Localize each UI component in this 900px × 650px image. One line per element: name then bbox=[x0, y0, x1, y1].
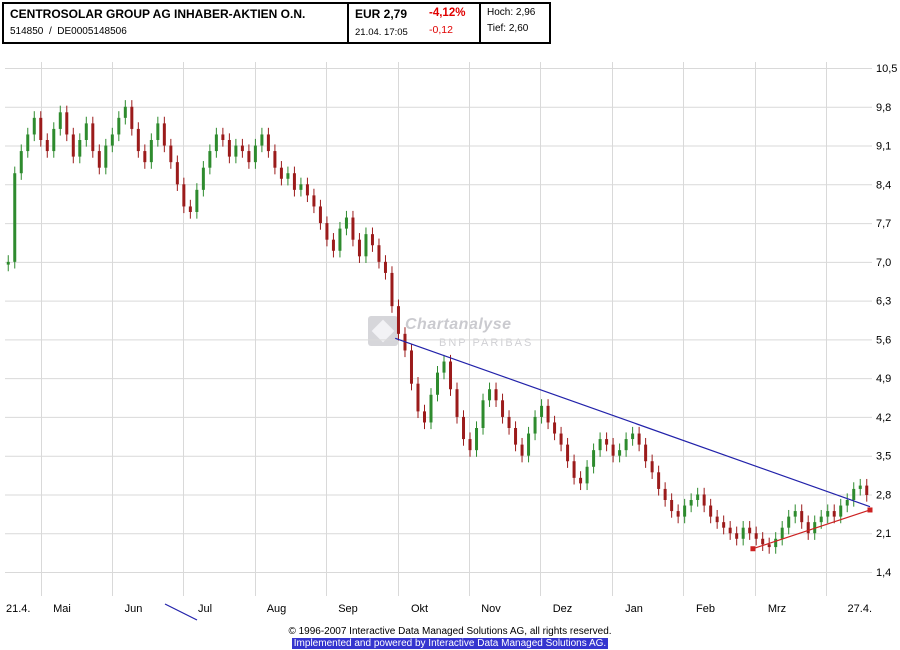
svg-text:Jul: Jul bbox=[198, 603, 212, 615]
svg-text:Mrz: Mrz bbox=[768, 603, 786, 615]
svg-text:4,2: 4,2 bbox=[876, 412, 891, 424]
low-value: 2,60 bbox=[508, 23, 529, 34]
price-chart-canvas[interactable]: 10,5 9,8 9,1 8,4 7,7 7,0 6,3 5,6 4,9 4,2 3,5 2,8 2,1… bbox=[0, 58, 900, 625]
instrument-title: CENTROSOLAR GROUP AG INHABER-AKTIEN O.N. bbox=[10, 7, 306, 21]
quote-timestamp: 21.04. 17:05 bbox=[355, 27, 408, 38]
svg-text:Feb: Feb bbox=[696, 603, 715, 615]
svg-text:21.4.: 21.4. bbox=[6, 603, 30, 615]
svg-text:Jan: Jan bbox=[625, 603, 643, 615]
svg-text:9,1: 9,1 bbox=[876, 141, 891, 153]
wkn: 514850 bbox=[10, 26, 44, 37]
svg-text:Dez: Dez bbox=[553, 603, 573, 615]
trendline-descending-resistance[interactable] bbox=[395, 337, 871, 508]
quote-header: CENTROSOLAR GROUP AG INHABER-AKTIEN O.N.… bbox=[2, 2, 551, 44]
svg-text:Nov: Nov bbox=[481, 603, 501, 615]
high-value: 2,96 bbox=[515, 7, 536, 18]
high-label: Hoch: bbox=[487, 7, 514, 18]
svg-text:3,5: 3,5 bbox=[876, 451, 891, 463]
day-low: Tief: 2,60 bbox=[487, 23, 543, 34]
svg-text:4,9: 4,9 bbox=[876, 373, 891, 385]
svg-text:Jun: Jun bbox=[125, 603, 143, 615]
svg-text:10,5: 10,5 bbox=[876, 63, 897, 75]
svg-text:Okt: Okt bbox=[411, 603, 428, 615]
y-axis-labels: 10,5 9,8 9,1 8,4 7,7 7,0 6,3 5,6 4,9 4,2 3,5 2,8 2,1… bbox=[876, 63, 897, 579]
svg-text:9,8: 9,8 bbox=[876, 102, 891, 114]
low-label: Tief: bbox=[487, 23, 507, 34]
trendline-ascending-support[interactable] bbox=[750, 507, 873, 552]
day-high: Hoch: 2,96 bbox=[487, 7, 543, 18]
svg-text:1,4: 1,4 bbox=[876, 567, 891, 579]
svg-text:7,7: 7,7 bbox=[876, 218, 891, 230]
copyright-line: © 1996-2007 Interactive Data Managed Sol… bbox=[288, 626, 612, 637]
change-absolute: -0,12 bbox=[429, 24, 453, 36]
powered-by-line[interactable]: Implemented and powered by Interactive D… bbox=[291, 638, 609, 649]
svg-text:Mai: Mai bbox=[53, 603, 71, 615]
identifier-separator: / bbox=[48, 26, 52, 37]
change-percent: -4,12% bbox=[429, 7, 466, 19]
svg-text:5,6: 5,6 bbox=[876, 334, 891, 346]
isin: DE0005148506 bbox=[57, 26, 127, 37]
chart-area: 10,5 9,8 9,1 8,4 7,7 7,0 6,3 5,6 4,9 4,2 3,5 2,8 2,1… bbox=[0, 58, 900, 625]
trendline-handle[interactable] bbox=[867, 507, 873, 513]
svg-text:7,0: 7,0 bbox=[876, 257, 891, 269]
svg-text:Aug: Aug bbox=[267, 603, 287, 615]
price-section: EUR 2,79 21.04. 17:05 bbox=[349, 4, 423, 42]
svg-text:2,1: 2,1 bbox=[876, 528, 891, 540]
svg-text:8,4: 8,4 bbox=[876, 179, 891, 191]
svg-text:2,8: 2,8 bbox=[876, 489, 891, 501]
trendline-handle[interactable] bbox=[750, 546, 756, 552]
svg-text:27.4.: 27.4. bbox=[848, 603, 872, 615]
watermark-name: Chartanalyse bbox=[405, 316, 512, 333]
svg-text:6,3: 6,3 bbox=[876, 296, 891, 308]
grid-layer bbox=[5, 62, 872, 596]
svg-text:Sep: Sep bbox=[338, 603, 358, 615]
x-axis-labels: 21.4. Mai Jun Jul Aug Sep Okt Nov Dez Jan Feb Mrz 27… bbox=[6, 603, 872, 615]
last-price: EUR 2,79 bbox=[355, 7, 408, 21]
footer: © 1996-2007 Interactive Data Managed Sol… bbox=[0, 626, 900, 649]
axis-annotation-line bbox=[164, 603, 198, 621]
day-range-section: Hoch: 2,96 Tief: 2,60 bbox=[481, 4, 549, 42]
instrument-identifiers: 514850 / DE0005148506 bbox=[10, 26, 341, 37]
candles-layer bbox=[6, 100, 869, 554]
instrument-section: CENTROSOLAR GROUP AG INHABER-AKTIEN O.N.… bbox=[4, 4, 349, 42]
watermark-logo-icon bbox=[368, 316, 398, 346]
change-section: -4,12% -0,12 bbox=[423, 4, 481, 42]
